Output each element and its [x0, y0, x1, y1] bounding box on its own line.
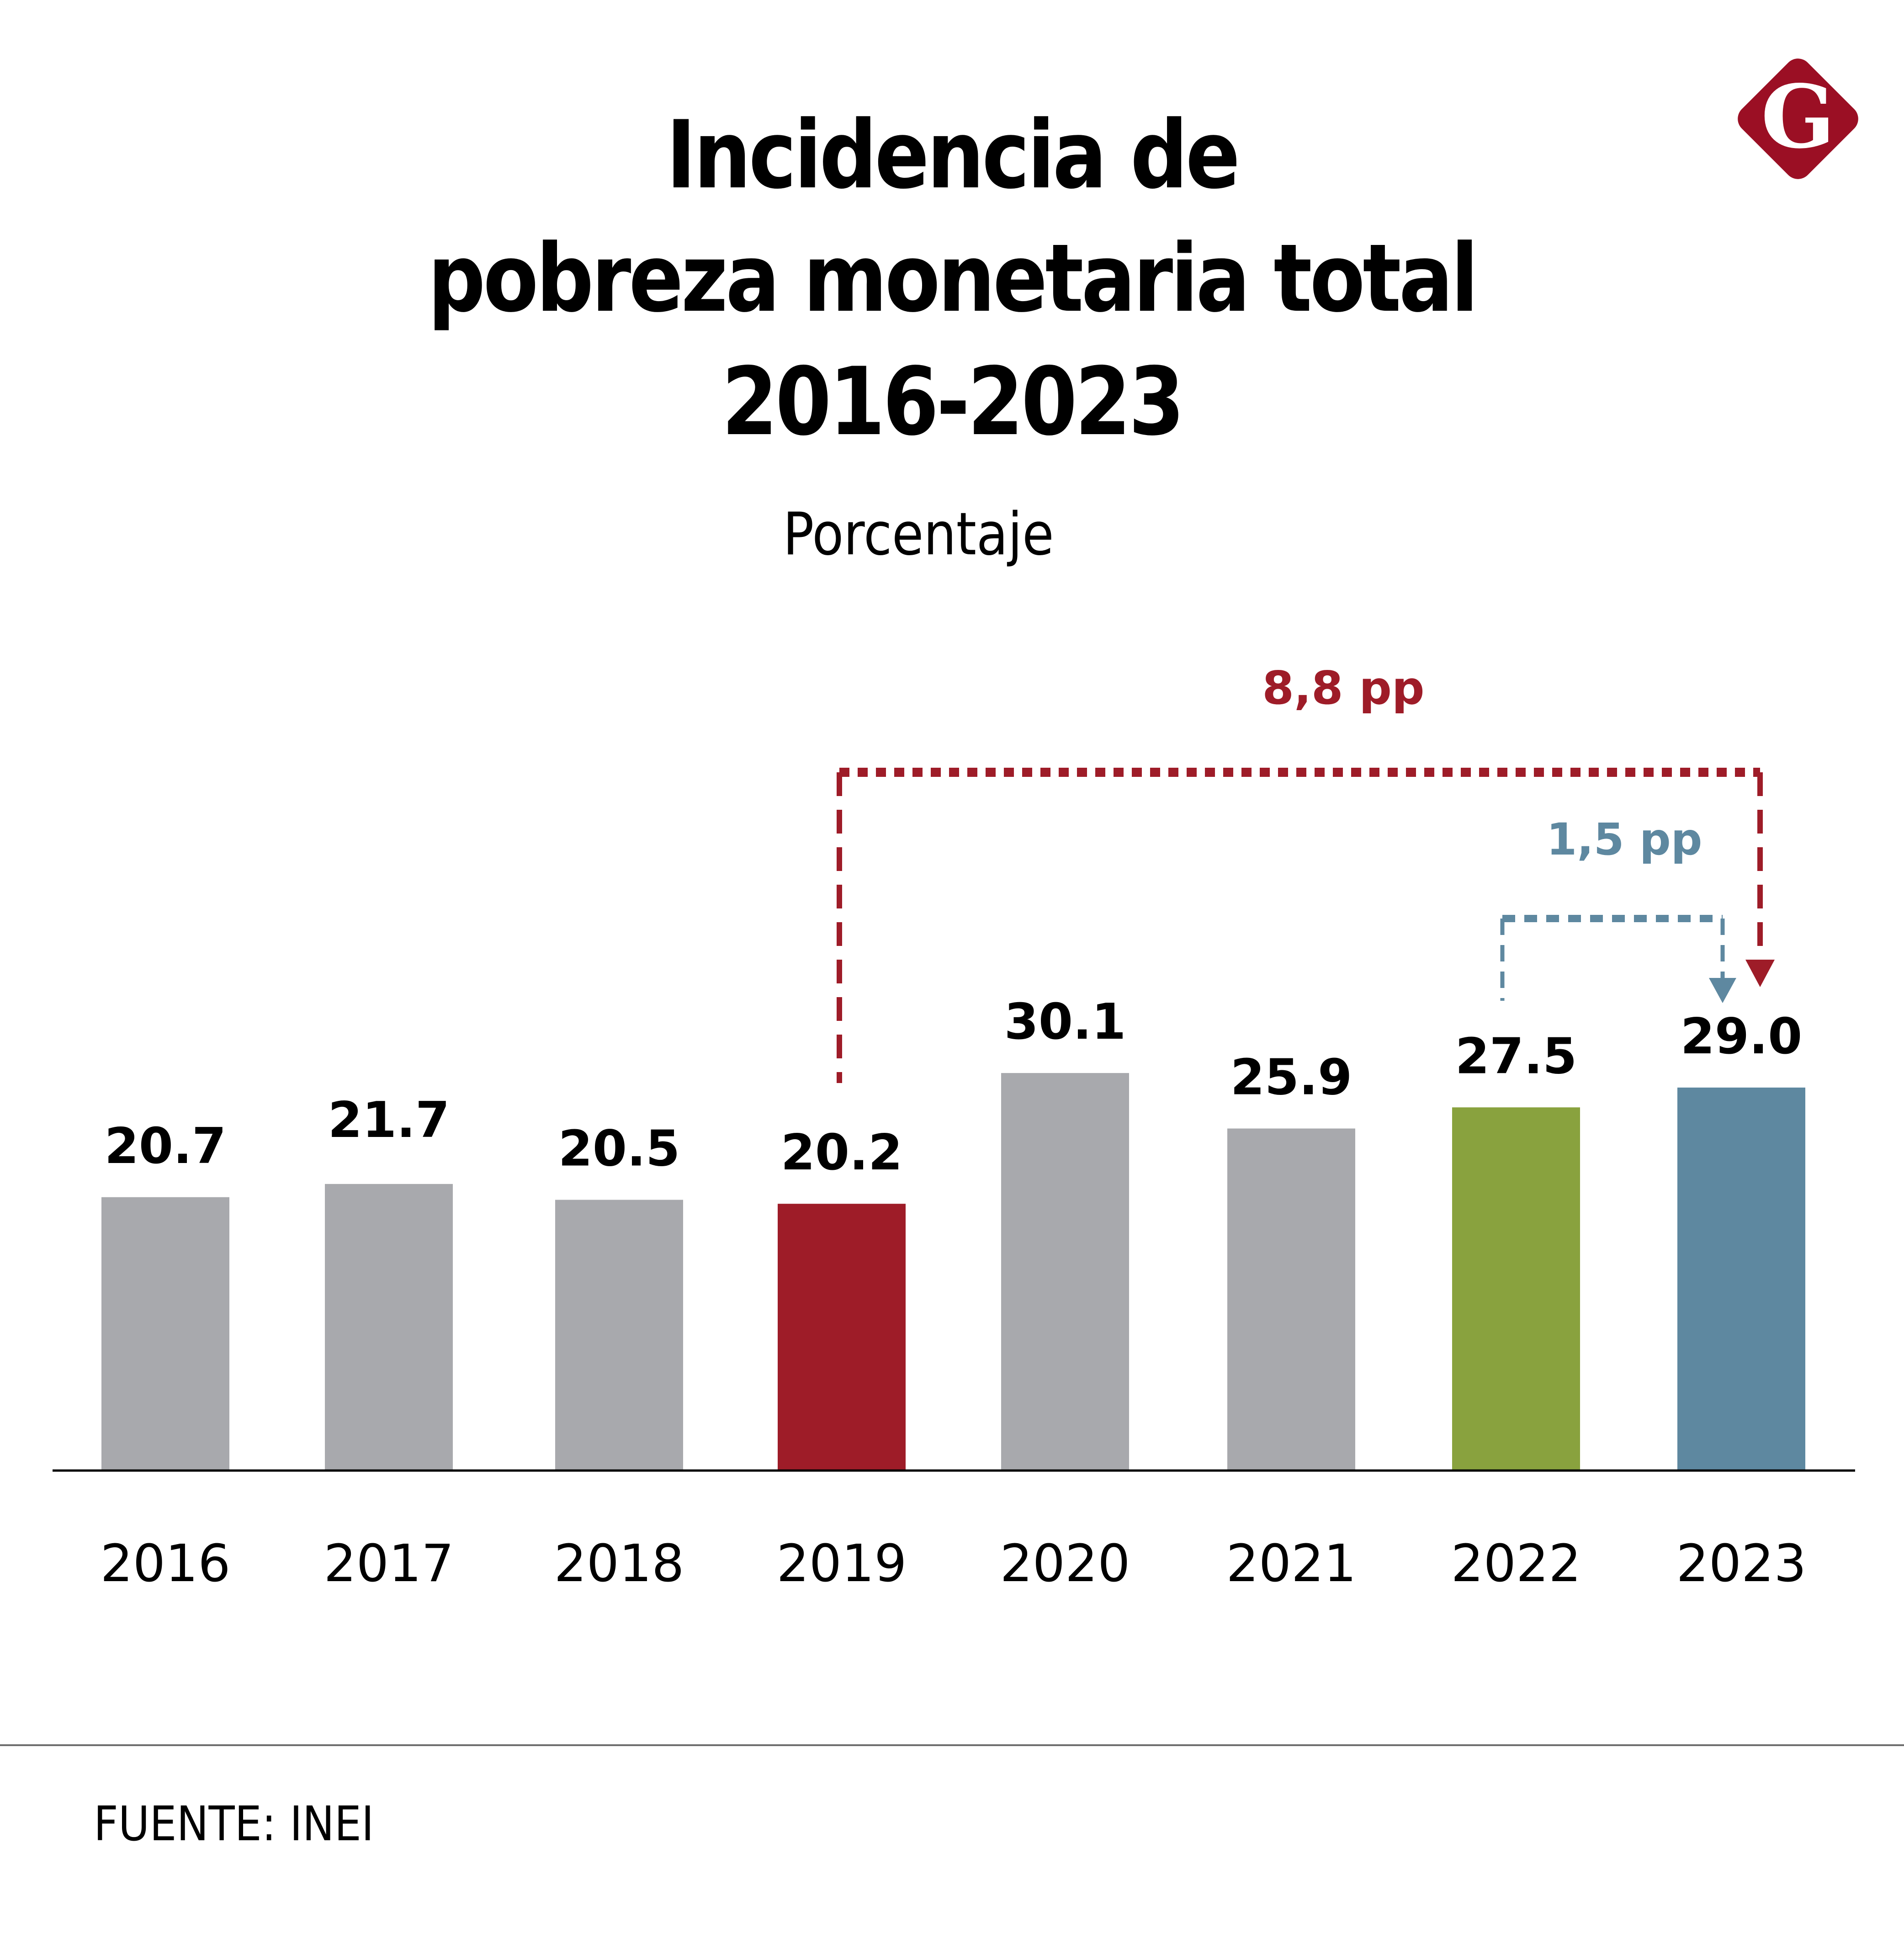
- annotations-group: 8,8 pp 1,5 pp: [837, 661, 1775, 1083]
- value-label-2023: 29.0: [1681, 1008, 1802, 1065]
- source-note: FUENTE: INEI: [94, 1796, 374, 1852]
- bar-2021: [1227, 1128, 1355, 1471]
- title-line-3: 2016-2023: [721, 348, 1184, 457]
- value-label-2016: 20.7: [105, 1118, 226, 1175]
- x-tick-label-2016: 2016: [100, 1534, 230, 1593]
- value-label-2020: 30.1: [1004, 993, 1126, 1051]
- arrow-down-icon: [1709, 978, 1736, 1003]
- x-tick-label-2021: 2021: [1226, 1534, 1356, 1593]
- annotation-label-1-5-pp: 1,5 pp: [1547, 814, 1702, 865]
- x-tick-label-2017: 2017: [324, 1534, 454, 1593]
- value-label-2022: 27.5: [1455, 1028, 1577, 1085]
- value-label-2021: 25.9: [1230, 1049, 1352, 1106]
- chart-subtitle: Porcentaje: [783, 500, 1054, 568]
- bar-2020: [1001, 1073, 1129, 1471]
- bar-2017: [325, 1184, 453, 1471]
- title-line-2: pobreza monetaria total: [428, 224, 1478, 333]
- bar-chart: 20.7 21.7 20.5 20.2 30.1 25.9 27.5 29.0 8,8 pp 1…: [53, 661, 1855, 1593]
- x-tick-label-2018: 2018: [554, 1534, 684, 1593]
- value-label-2018: 20.5: [558, 1121, 680, 1178]
- x-tick-label-2019: 2019: [776, 1534, 907, 1593]
- bars-group: [101, 1073, 1805, 1471]
- value-label-2017: 21.7: [328, 1092, 450, 1149]
- chart-title: Incidencia de pobreza monetaria total 20…: [133, 94, 1771, 464]
- annotation-label-8-8-pp: 8,8 pp: [1262, 661, 1424, 715]
- bar-2016: [101, 1197, 229, 1471]
- bar-2018: [555, 1200, 683, 1471]
- arrow-down-icon: [1745, 960, 1775, 987]
- x-tick-label-2020: 2020: [1000, 1534, 1130, 1593]
- brand-g-diamond-icon: G: [1738, 58, 1858, 179]
- bar-2022: [1452, 1107, 1580, 1471]
- x-tick-labels-group: 2016 2017 2018 2019 2020 2021 2022 2023: [100, 1534, 1806, 1593]
- title-line-1: Incidencia de: [666, 101, 1240, 210]
- footer-divider: [0, 1744, 1904, 1746]
- value-label-2019: 20.2: [781, 1124, 902, 1181]
- logo-letter: G: [1761, 66, 1835, 168]
- bar-2023: [1677, 1087, 1805, 1471]
- value-labels-group: 20.7 21.7 20.5 20.2 30.1 25.9 27.5 29.0: [105, 993, 1802, 1181]
- x-tick-label-2023: 2023: [1676, 1534, 1806, 1593]
- annotation-8-8-pp: 8,8 pp: [837, 661, 1775, 1083]
- x-tick-label-2022: 2022: [1451, 1534, 1581, 1593]
- logo-diamond: [1738, 58, 1858, 179]
- bar-2019: [778, 1204, 906, 1471]
- annotation-1-5-pp: 1,5 pp: [1500, 814, 1736, 1003]
